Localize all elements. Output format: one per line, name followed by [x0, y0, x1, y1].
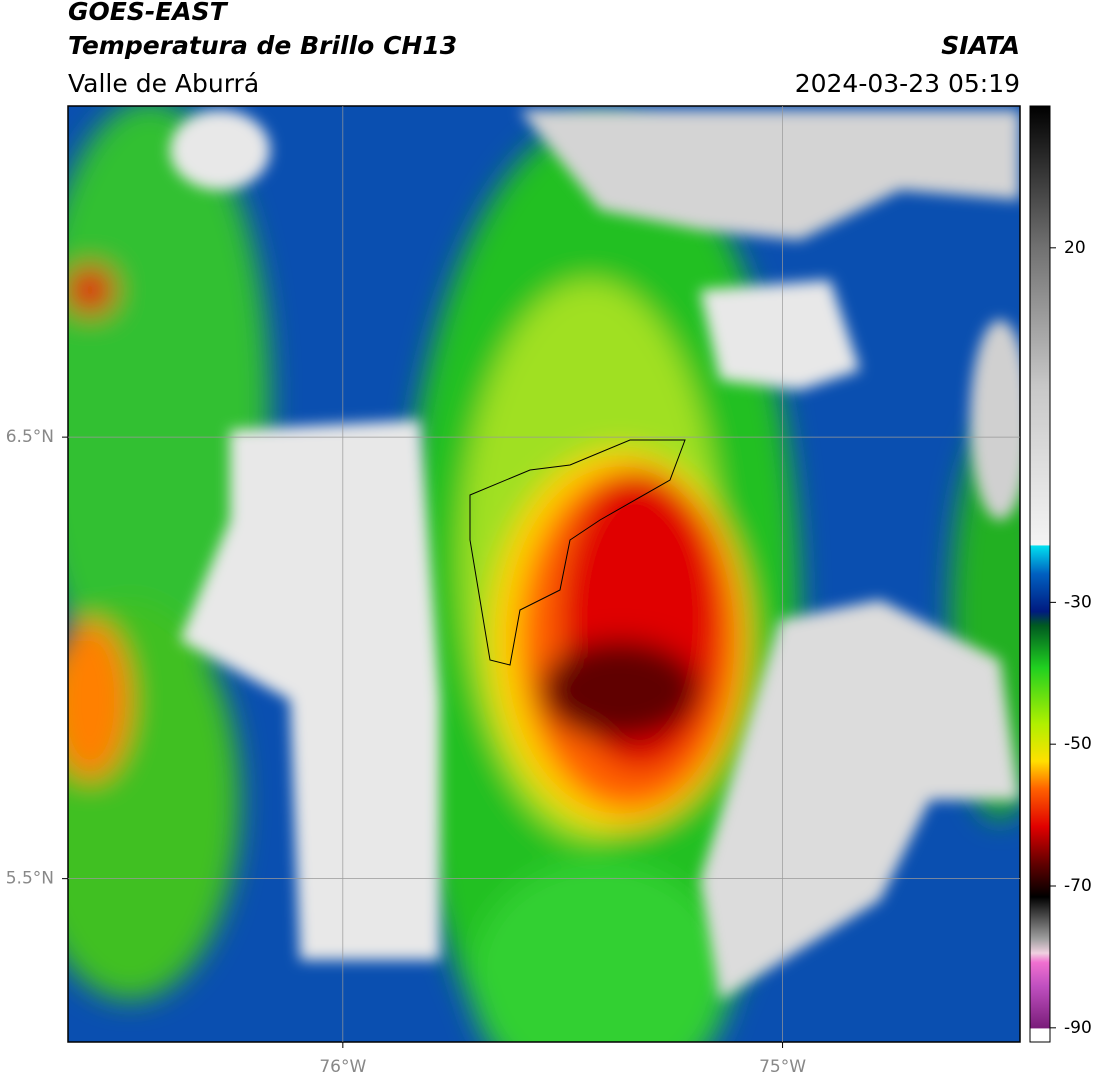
source: SIATA [941, 31, 1020, 60]
map-frame [67, 105, 1021, 1043]
x-tick-label: 76°W [319, 1057, 366, 1077]
x-tick-label: 75°W [759, 1057, 806, 1077]
datetime: 2024-03-23 05:19 [795, 69, 1020, 98]
colorbar-tick-label: -50 [1064, 734, 1092, 754]
valley-outline [469, 439, 686, 666]
subtitle: Temperatura de Brillo CH13 [68, 31, 457, 60]
title: GOES-EAST [68, 0, 229, 26]
colorbar-tick-label: 20 [1064, 238, 1086, 258]
colorbar-tick-label: -90 [1064, 1018, 1092, 1038]
y-tick-label: 5.5°N [6, 869, 54, 889]
y-tick-label: 6.5°N [6, 427, 54, 447]
colorbar-tick-label: -70 [1064, 876, 1092, 896]
colorbar-tick-label: -30 [1064, 592, 1092, 612]
satellite-image [68, 106, 1020, 1042]
region: Valle de Aburrá [68, 69, 259, 98]
colorbar [1029, 105, 1051, 1043]
